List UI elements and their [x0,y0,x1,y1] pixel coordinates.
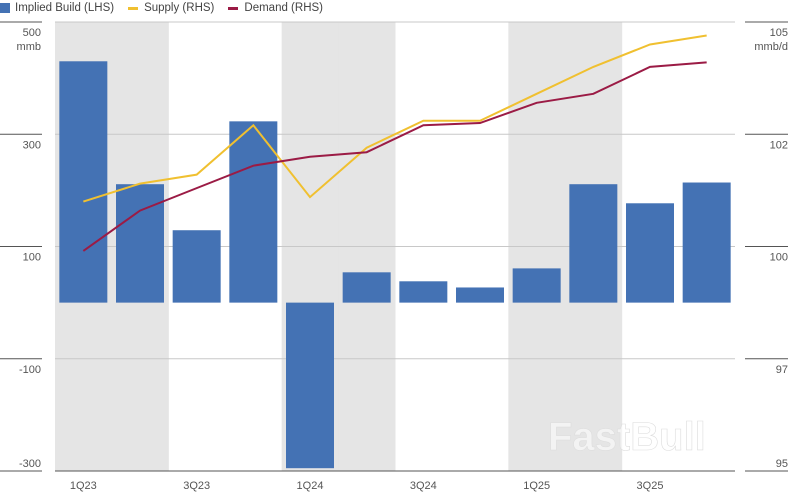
right-tick-label: 95 [776,458,788,470]
legend-label: Demand (RHS) [244,2,323,14]
x-tick-label: 1Q25 [523,480,550,492]
x-tick-label: 1Q23 [70,480,97,492]
legend-label: Implied Build (LHS) [15,2,115,14]
watermark: FastBull [548,415,706,459]
bar-implied-build [569,184,618,303]
left-axis-unit: mmb [17,41,41,53]
x-tick-label: 3Q24 [410,480,437,492]
legend-swatch [0,3,10,13]
bar-implied-build [116,184,164,303]
line-supply [83,34,707,203]
legend-item-supply: Supply (RHS) [128,2,214,14]
bar-implied-build [229,121,278,303]
line-demand [82,61,707,252]
bar-implied-build [286,302,334,469]
bar-implied-build [512,268,561,303]
right-axis-unit: mmb/d [754,41,788,53]
legend-item-implied-build: Implied Build (LHS) [0,2,114,14]
x-tick-label: 3Q25 [637,480,664,492]
right-tick-label: 97 [776,364,788,376]
right-tick-label: 100 [770,252,788,264]
bar-implied-build [682,182,731,303]
bar-implied-build [456,287,504,303]
left-tick-label: -100 [19,364,41,376]
left-tick-label: 500 [23,27,41,39]
legend-swatch [128,6,139,10]
legend-item-demand: Demand (RHS) [228,2,323,14]
legend-swatch [228,6,239,10]
legend-label: Supply (RHS) [144,2,215,14]
bar-implied-build [172,230,221,303]
bar-implied-build [59,61,108,303]
bar-implied-build [342,272,391,303]
legend: Implied Build (LHS) Supply (RHS) Demand … [0,2,337,14]
bar-implied-build [626,203,674,303]
left-tick-label: 300 [23,139,41,151]
left-tick-label: -300 [19,458,41,470]
x-tick-label: 1Q24 [297,480,324,492]
bar-implied-build [399,281,448,303]
right-tick-label: 102 [770,139,788,151]
right-tick-label: 105 [770,27,788,39]
left-tick-label: 100 [23,252,41,264]
x-tick-label: 3Q23 [183,480,210,492]
